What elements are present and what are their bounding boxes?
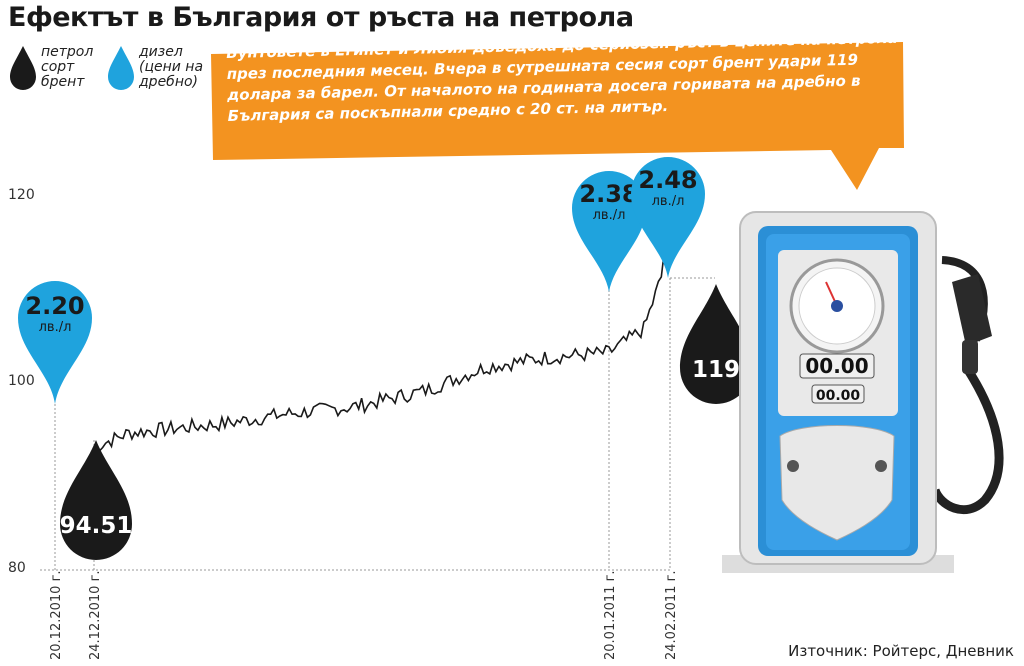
y-tick-label-80: 80 [8,560,26,576]
diesel-legend-line-2: (цени на [139,59,204,75]
diesel-unit-2: лв./л [593,208,626,223]
date-label-20-01-2011: 20.01.2011 г. [603,570,618,660]
diesel-pin-1: 2.20 лв./л [18,281,92,404]
diesel-unit-3: лв./л [652,194,685,209]
brent-series-line [93,201,673,452]
fuel-pump-illustration: 00.00 00.00 [722,211,1004,573]
diesel-value-3: 2.48 [638,166,697,194]
news-callout-box [211,42,904,190]
diesel-pin-2: 2.38 лв./л [572,171,646,292]
brent-legend-line-1: петрол [41,44,94,60]
date-label-24-02-2011: 24.02.2011 г. [664,570,679,660]
y-tick-label-100: 100 [8,373,35,389]
diesel-value-2: 2.38 [579,180,638,208]
diesel-legend-line-3: дребно) [139,74,198,90]
diesel-legend-drop-icon [108,46,134,90]
source-note: Източник: Ройтерс, Дневник [788,642,1014,660]
pump-display-small: 00.00 [816,388,861,404]
brent-label-start: 94.51 [60,513,133,539]
diesel-pin-3: 2.48 лв./л [631,157,705,278]
diesel-legend-line-1: дизел [139,44,183,60]
brent-label-end: 119 [692,357,740,383]
brent-legend-label: петрол сорт брент [41,45,93,90]
date-label-24-12-2010: 24.12.2010 г. [88,570,103,660]
diesel-legend-label: дизел (цени на дребно) [139,45,203,90]
brent-legend-line-2: сорт [41,59,75,75]
brent-legend-line-3: брент [41,74,85,90]
brent-drop-end: 119 [680,284,752,404]
y-tick-label-120: 120 [8,187,35,203]
pump-display-main: 00.00 [805,354,868,378]
brent-legend-drop-icon [10,46,36,90]
page-title: Ефектът в България от ръста на петрола [8,2,634,33]
brent-drop-start: 94.51 [60,440,133,560]
date-label-20-12-2010: 20.12.2010 г. [49,570,64,660]
diesel-unit-1: лв./л [39,320,72,335]
diesel-value-1: 2.20 [25,292,84,320]
